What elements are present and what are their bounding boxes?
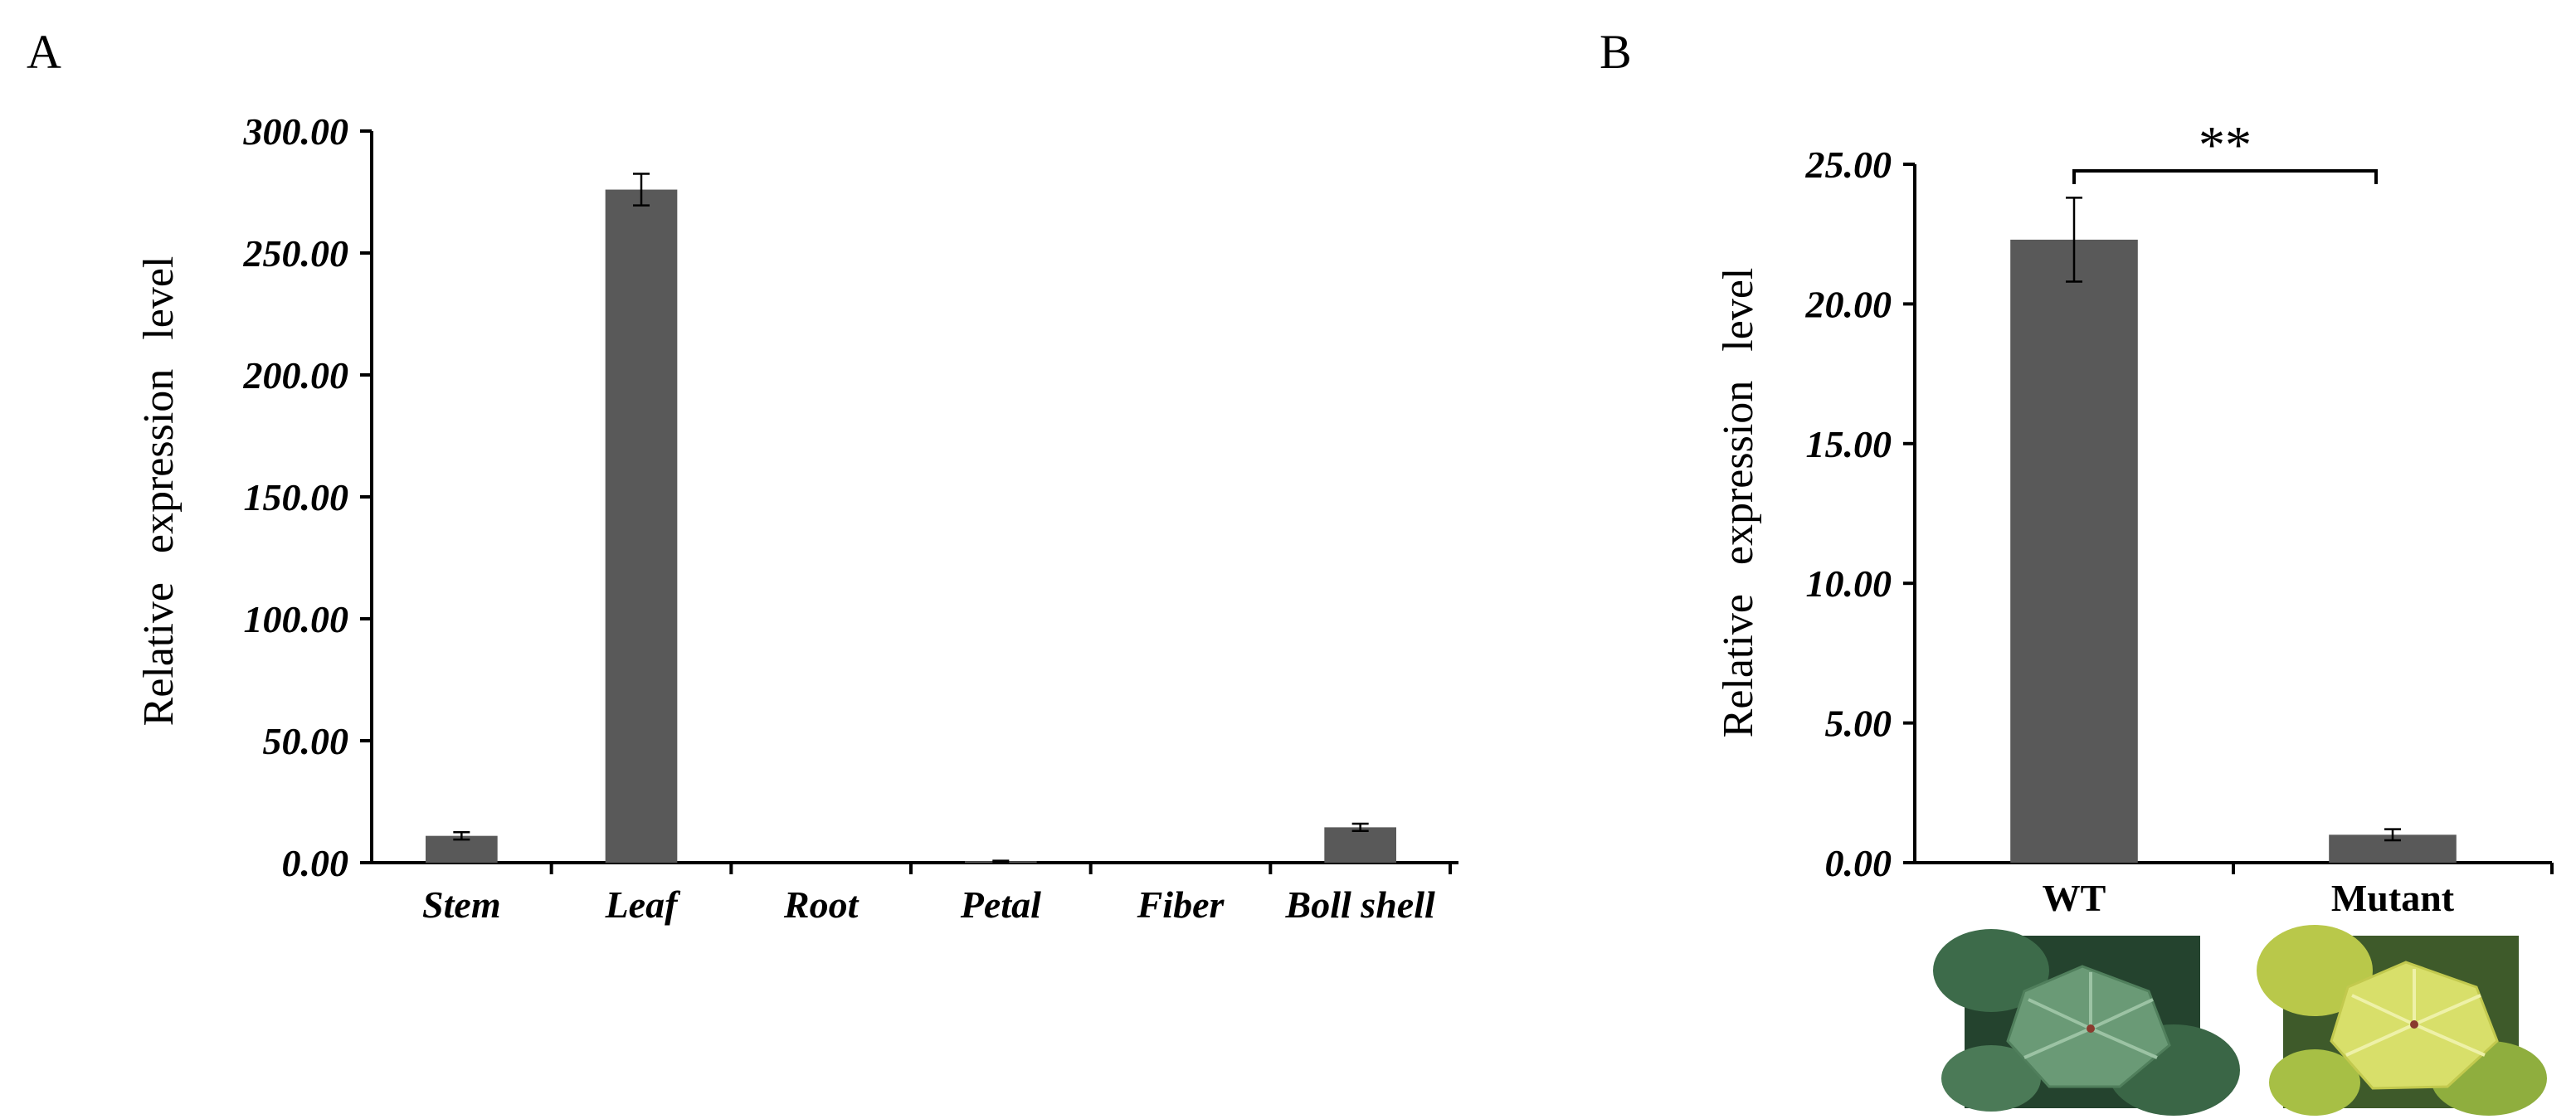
- panel-b: B Relative expression level 0.00 5.00 10.0…: [1600, 25, 2554, 1116]
- a-error-bar-stem: [453, 831, 470, 841]
- significance-label: **: [2199, 115, 2252, 174]
- panel-b-error-bars: [2066, 197, 2401, 842]
- panel-b-label: B: [1600, 25, 1632, 79]
- b-y-tick-label: 25.00: [1805, 144, 1892, 186]
- b-bar-wt: [2010, 239, 2138, 863]
- a-y-tick-label: 0.00: [282, 842, 349, 884]
- panel-a-x-ticks: [549, 863, 1452, 874]
- a-bar-boll-shell: [1324, 827, 1396, 863]
- a-category-label: Fiber: [1137, 883, 1225, 926]
- panel-b-y-ticks: 0.00 5.00 10.00 15.00 20.00 25.00: [1805, 144, 1915, 884]
- mutant-leaf-photo: [2257, 925, 2547, 1116]
- panel-a-y-ticks: 0.00 50.00 100.00 150.00 200.00 250.00 300.00: [243, 110, 372, 884]
- b-y-tick-label: 10.00: [1806, 562, 1892, 605]
- wt-leaf-photo: [1933, 929, 2240, 1116]
- panel-a-label: A: [27, 25, 61, 79]
- b-error-bar-mutant: [2384, 828, 2401, 842]
- a-category-label: Boll shell: [1285, 883, 1435, 926]
- a-category-label: Root: [783, 883, 859, 926]
- panel-a: A Relative expression level 0.00 50.00 100…: [27, 25, 1458, 926]
- a-category-label: Leaf: [605, 883, 682, 926]
- a-y-tick-label: 300.00: [243, 110, 349, 153]
- b-category-label: Mutant: [2331, 877, 2455, 919]
- a-y-tick-label: 100.00: [244, 598, 349, 640]
- a-error-bar-boll-shell: [1351, 822, 1369, 833]
- b-y-tick-label: 20.00: [1805, 283, 1892, 325]
- a-y-tick-label: 200.00: [243, 354, 349, 397]
- panel-b-y-axis-label: Relative expression level: [1715, 268, 1762, 738]
- a-y-tick-label: 250.00: [243, 232, 349, 275]
- panel-a-bars: [426, 189, 1396, 864]
- a-bar-leaf: [605, 189, 678, 863]
- panel-a-error-bars: [453, 173, 1369, 864]
- a-y-tick-label: 150.00: [244, 476, 349, 518]
- panel-b-x-ticks: [2232, 863, 2554, 874]
- a-error-bar-leaf: [633, 173, 650, 207]
- b-y-tick-label: 15.00: [1806, 423, 1892, 465]
- panel-a-y-axis-label: Relative expression level: [135, 256, 183, 727]
- significance-bracket: [2072, 169, 2378, 184]
- b-y-tick-label: 5.00: [1825, 703, 1892, 745]
- b-y-tick-label: 0.00: [1825, 842, 1892, 884]
- a-category-label: Stem: [422, 883, 501, 926]
- a-y-tick-label: 50.00: [263, 720, 349, 762]
- b-error-bar-wt: [2066, 197, 2082, 283]
- a-error-bar-petal: [992, 859, 1010, 864]
- panel-a-category-labels: Stem Leaf Root Petal Fiber Boll shell: [422, 883, 1435, 926]
- b-category-label: WT: [2043, 877, 2106, 919]
- panel-b-category-labels: WT Mutant: [2043, 877, 2455, 919]
- a-category-label: Petal: [960, 883, 1041, 926]
- panel-b-bars: [2010, 239, 2457, 863]
